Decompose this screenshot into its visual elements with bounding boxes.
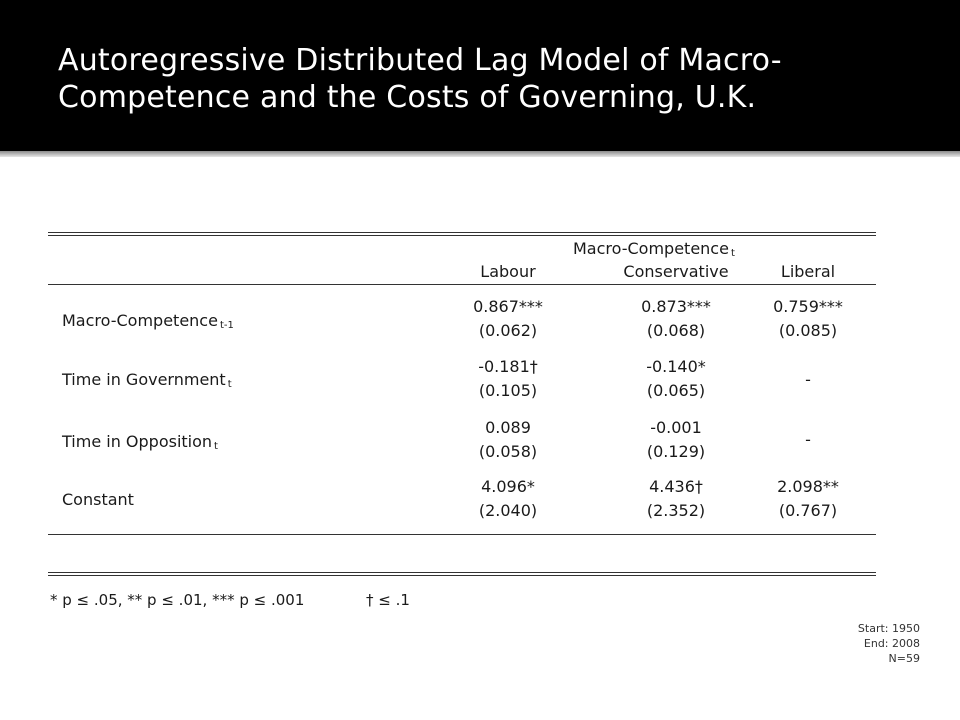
cell-se: (0.062) — [478, 321, 538, 340]
table-bottom-rule-inner — [48, 575, 876, 576]
sample-n: N=59 — [888, 652, 920, 665]
cell-se: (0.129) — [646, 442, 706, 461]
table-top-rule-inner — [48, 235, 876, 236]
cell-se: (0.767) — [778, 501, 838, 520]
cell-coef: -0.001 — [650, 418, 702, 437]
header-group: Macro-Competence t — [573, 239, 735, 259]
slide-title: Autoregressive Distributed Lag Model of … — [58, 43, 782, 115]
significance-footnote: * p ≤ .05, ** p ≤ .01, *** p ≤ .001 — [50, 591, 305, 609]
row-label-constant: Constant — [62, 490, 134, 509]
row-label-macro-competence: Macro-Competence t-1 — [62, 311, 234, 331]
header-rule — [48, 284, 876, 285]
cell-coef: 0.867*** — [473, 297, 543, 316]
sample-start: Start: 1950 — [857, 622, 920, 635]
row-label-time-in-government: Time in Government t — [62, 370, 232, 390]
cell-coef: 0.873*** — [641, 297, 711, 316]
cell-coef: -0.140* — [646, 357, 706, 376]
table-top-rule — [48, 232, 876, 233]
column-header-liberal: Liberal — [780, 262, 836, 281]
cell-se: (0.105) — [478, 381, 538, 400]
table-bottom-rule — [48, 572, 876, 573]
cell-coef: 4.096* — [481, 477, 535, 496]
title-bar: Autoregressive Distributed Lag Model of … — [0, 0, 960, 151]
cell-coef: - — [805, 370, 811, 389]
row-label-time-in-opposition: Time in Opposition t — [62, 432, 218, 452]
sample-end: End: 2008 — [863, 637, 920, 650]
cell-se: (0.058) — [478, 442, 538, 461]
column-header-labour: Labour — [480, 262, 536, 281]
cell-coef: - — [805, 430, 811, 449]
table-body-rule — [48, 534, 876, 535]
cell-se: (2.352) — [646, 501, 706, 520]
cell-coef: 0.089 — [485, 418, 531, 437]
cell-coef: 2.098** — [777, 477, 839, 496]
cell-coef: 0.759*** — [773, 297, 843, 316]
cell-se: (0.085) — [778, 321, 838, 340]
title-divider — [0, 151, 960, 157]
cell-coef: 4.436† — [649, 477, 703, 496]
cell-coef: -0.181† — [478, 357, 538, 376]
column-header-conservative: Conservative — [623, 262, 729, 281]
cell-se: (0.068) — [646, 321, 706, 340]
dagger-footnote: † ≤ .1 — [366, 591, 410, 609]
cell-se: (2.040) — [478, 501, 538, 520]
cell-se: (0.065) — [646, 381, 706, 400]
